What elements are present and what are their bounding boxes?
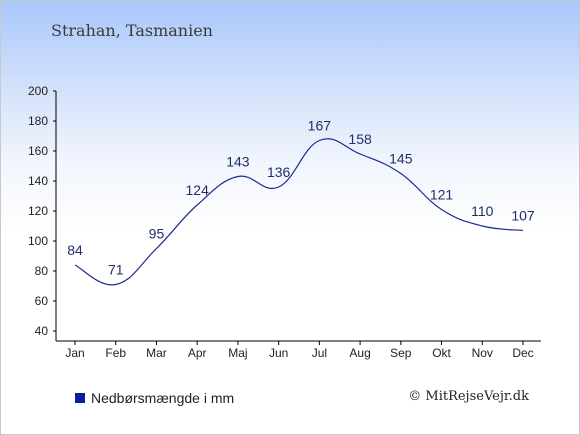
data-label: 167 xyxy=(308,118,332,134)
x-tick-label: Jun xyxy=(269,346,288,360)
y-tick-label: 200 xyxy=(28,84,48,98)
x-tick-label: Jul xyxy=(312,346,327,360)
legend: Nedbørsmængde i mm xyxy=(75,390,234,406)
data-label: 158 xyxy=(348,131,372,147)
y-tick-label: 60 xyxy=(35,294,49,308)
x-tick-label: Sep xyxy=(390,346,412,360)
data-label: 124 xyxy=(186,182,210,198)
data-label: 121 xyxy=(430,187,454,203)
data-label: 71 xyxy=(108,262,124,278)
x-tick-label: Maj xyxy=(228,346,247,360)
data-label: 95 xyxy=(149,226,165,242)
x-tick-label: Apr xyxy=(188,346,207,360)
y-tick-label: 80 xyxy=(35,264,49,278)
data-label: 143 xyxy=(226,154,250,170)
x-tick-label: Nov xyxy=(472,346,493,360)
data-label: 84 xyxy=(67,242,83,258)
x-tick-label: Okt xyxy=(432,346,451,360)
chart-title: Strahan, Tasmanien xyxy=(51,21,213,40)
series-line xyxy=(74,138,524,286)
y-tick-label: 160 xyxy=(28,144,48,158)
x-tick-label: Jan xyxy=(65,346,84,360)
x-tick-label: Dec xyxy=(512,346,533,360)
legend-swatch xyxy=(75,393,85,403)
data-label: 136 xyxy=(267,164,291,180)
data-label: 110 xyxy=(471,203,494,219)
y-tick-label: 120 xyxy=(28,204,48,218)
y-tick-label: 140 xyxy=(28,174,48,188)
data-label: 107 xyxy=(511,208,535,224)
y-tick-label: 100 xyxy=(28,234,48,248)
legend-label: Nedbørsmængde i mm xyxy=(91,390,235,406)
data-label: 145 xyxy=(389,151,413,167)
copyright-text: © MitRejseVejr.dk xyxy=(408,389,529,404)
y-tick-label: 40 xyxy=(35,324,49,338)
x-tick-label: Feb xyxy=(105,346,126,360)
x-tick-label: Mar xyxy=(146,346,167,360)
y-tick-label: 180 xyxy=(28,114,48,128)
x-tick-label: Aug xyxy=(349,346,370,360)
